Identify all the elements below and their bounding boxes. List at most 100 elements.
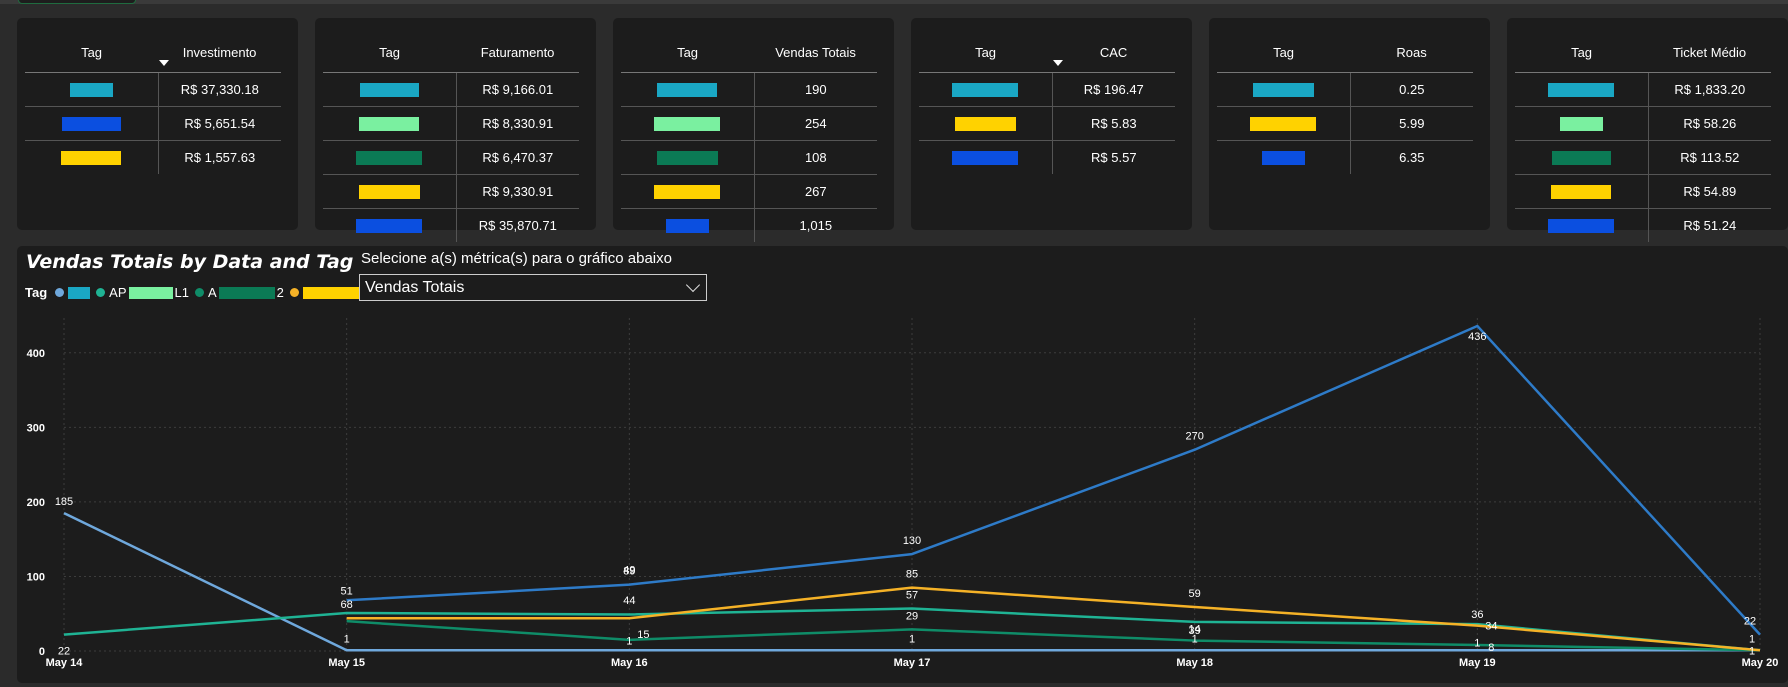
value-cell: 267 [753,174,877,209]
tag-cell [919,141,1052,175]
table-row[interactable]: 0.25 [1217,72,1473,107]
table-row[interactable]: 108 [621,140,877,175]
chart-title: Vendas Totais by Data and Tag [26,251,354,273]
table-row[interactable]: R$ 196.47 [919,72,1175,107]
metric-dropdown-value: Vendas Totais [365,278,465,296]
table-row[interactable]: R$ 8,330.91 [323,106,579,141]
redacted-tag [654,117,721,132]
tag-cell [25,72,159,107]
redacted-tag [356,219,423,234]
redacted-tag [356,151,423,166]
tag-cell [621,209,754,243]
redacted-tag [1551,151,1611,166]
table-row[interactable]: 1,015 [621,208,877,243]
table-row[interactable]: R$ 9,330.91 [323,174,579,209]
value-cell: R$ 9,330.91 [455,174,579,209]
table-row[interactable]: R$ 6,470.37 [323,140,579,175]
value-cell: R$ 1,833.20 [1647,72,1771,107]
redacted-tag [1548,83,1615,98]
chart-legend[interactable]: Tag AP L1A23 [25,285,372,300]
tag-cell [621,140,755,175]
tag-cell [1515,106,1649,141]
value-cell: R$ 196.47 [1051,72,1175,107]
metric-card-2: Tag Vendas Totais 190 254 108 267 1,015 [613,18,894,242]
legend-label: Tag [25,285,48,300]
redacted-legend-text [128,286,173,299]
value-cell: R$ 8,330.91 [455,106,579,141]
table-row[interactable]: R$ 5.83 [919,106,1175,141]
tag-cell [919,72,1053,107]
redacted-tag [1250,117,1317,132]
redacted-tag [359,117,420,132]
metric-table: Tag Faturamento R$ 9,166.01 R$ 8,330.91 R$ 6… [323,32,579,242]
redacted-tag [1548,219,1615,234]
table-row[interactable]: R$ 37,330.18 [25,72,281,107]
table-row[interactable]: R$ 35,870.71 [323,208,579,242]
value-cell: R$ 51.24 [1647,208,1771,242]
value-cell: R$ 5.83 [1051,106,1175,141]
tag-cell [25,141,158,175]
table-row[interactable]: 5.99 [1217,106,1473,141]
table-row[interactable]: 6.35 [1217,140,1473,174]
value-cell: 254 [753,106,877,141]
table-row[interactable]: R$ 113.52 [1515,140,1771,175]
column-header-tag[interactable]: Tag [919,32,1063,73]
table-row[interactable]: R$ 51.24 [1515,208,1771,243]
redacted-legend-text [302,286,363,299]
chevron-down-icon [685,277,701,293]
table-row[interactable]: R$ 5,651.54 [25,106,281,141]
tag-cell [1515,140,1649,175]
column-header-value[interactable]: Faturamento [456,32,579,73]
table-row[interactable]: R$ 58.26 [1515,106,1771,141]
table-row[interactable]: R$ 9,166.01 [323,72,579,107]
redacted-legend-text [218,286,275,299]
redacted-tag [952,83,1019,98]
table-row[interactable]: R$ 54.89 [1515,174,1771,209]
column-header-tag[interactable]: Tag [1515,32,1649,73]
redacted-tag [654,185,721,200]
column-header-value[interactable]: Vendas Totais [754,32,877,73]
value-cell: R$ 5,651.54 [157,106,281,141]
top-button[interactable] [18,0,136,4]
redacted-tag [954,117,1016,132]
top-bar [0,0,1788,4]
tag-cell [323,72,457,107]
tag-cell [1515,174,1649,209]
column-header-value[interactable]: Ticket Médio [1648,32,1771,73]
metric-card-5: Tag Ticket Médio R$ 1,833.20 R$ 58.26 R$ 113… [1507,18,1788,242]
metric-table: Tag Vendas Totais 190 254 108 267 1,015 [621,32,877,242]
table-row[interactable]: 190 [621,72,877,107]
redacted-tag [69,83,113,98]
column-header-tag[interactable]: Tag [1217,32,1351,73]
column-header-value[interactable]: Investimento [158,32,281,73]
column-header-tag[interactable]: Tag [323,32,457,73]
tag-cell [25,106,159,141]
column-header-value[interactable]: CAC [1052,32,1175,73]
redacted-tag [952,151,1019,166]
metric-card-0: Tag Investimento R$ 37,330.18 R$ 5,651.54 R$… [17,18,298,230]
tag-cell [1515,209,1648,243]
tag-cell [621,174,755,209]
redacted-tag [358,185,420,200]
value-cell: 108 [753,140,877,175]
metric-dropdown[interactable]: Vendas Totais [359,274,707,301]
tag-cell [1515,72,1649,107]
table-row[interactable]: R$ 5.57 [919,140,1175,175]
tag-cell [1217,106,1351,141]
table-row[interactable]: 254 [621,106,877,141]
value-cell: R$ 6,470.37 [455,140,579,175]
value-cell: R$ 58.26 [1647,106,1771,141]
column-header-tag[interactable]: Tag [621,32,755,73]
table-row[interactable]: R$ 1,833.20 [1515,72,1771,107]
redacted-tag [1551,185,1612,200]
redacted-tag [61,151,122,166]
redacted-tag [61,117,121,132]
redacted-tag [359,83,419,98]
table-row[interactable]: 267 [621,174,877,209]
value-cell: R$ 9,166.01 [455,72,579,107]
value-cell: R$ 1,557.63 [157,140,281,174]
column-header-value[interactable]: Roas [1350,32,1473,73]
legend-item-label: A [207,285,217,300]
column-header-tag[interactable]: Tag [25,32,169,73]
table-row[interactable]: R$ 1,557.63 [25,140,281,175]
